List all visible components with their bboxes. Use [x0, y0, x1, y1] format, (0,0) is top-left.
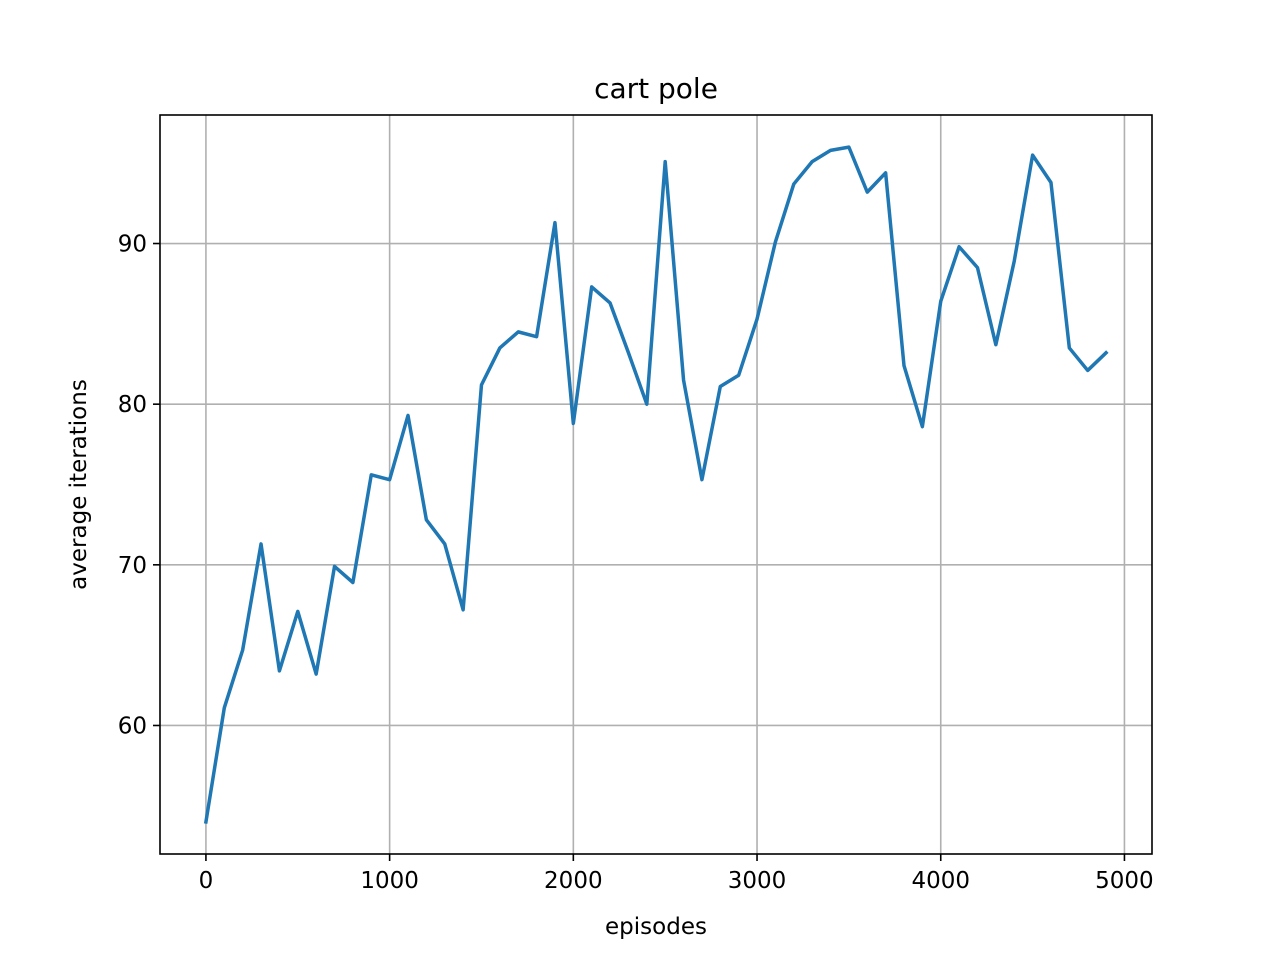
x-axis-ticks: 0 1000 2000 3000 4000 5000	[199, 854, 1154, 894]
x-tick-label: 2000	[544, 868, 603, 894]
x-tick-label: 1000	[360, 868, 419, 894]
y-tick-label: 60	[118, 713, 147, 739]
x-tick-label: 4000	[911, 868, 970, 894]
y-axis-ticks: 60 70 80 90	[118, 232, 160, 739]
y-tick-label: 80	[118, 392, 147, 418]
y-tick-label: 70	[118, 553, 147, 579]
y-axis-label: average iterations	[66, 379, 92, 590]
grid-lines	[160, 115, 1152, 854]
series-line-0	[203, 145, 1109, 824]
plot-frame	[159, 114, 1153, 855]
x-axis-label: episodes	[605, 914, 707, 940]
series-layer	[203, 145, 1109, 824]
y-tick-label: 90	[118, 232, 147, 258]
x-tick-label: 5000	[1095, 868, 1154, 894]
chart-title: cart pole	[594, 72, 718, 105]
x-tick-label: 0	[199, 868, 214, 894]
x-tick-label: 3000	[728, 868, 787, 894]
